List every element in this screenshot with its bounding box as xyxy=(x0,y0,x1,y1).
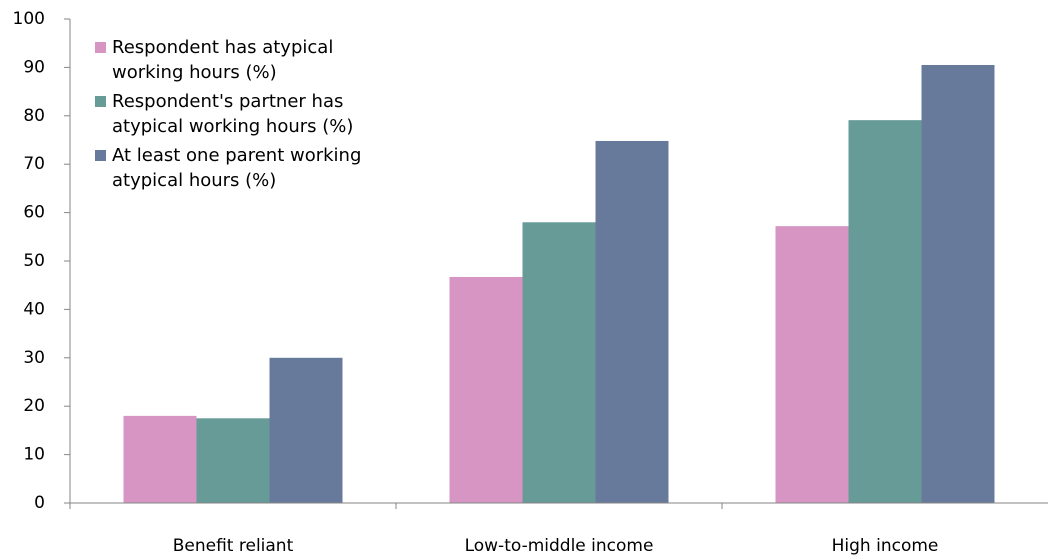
legend-label: Respondent has atypical working hours (%… xyxy=(112,37,334,83)
y-tick-label: 10 xyxy=(23,445,45,465)
y-tick-label: 90 xyxy=(23,57,45,77)
y-tick-label: 40 xyxy=(23,299,45,319)
y-tick-label: 50 xyxy=(23,251,45,271)
x-tick-label: High income xyxy=(832,536,939,556)
x-tick-label: Benefit reliant xyxy=(173,536,294,556)
legend-item: At least one parent working atypical hou… xyxy=(95,143,415,193)
y-tick-label: 0 xyxy=(34,493,45,513)
legend-item: Respondent has atypical working hours (%… xyxy=(95,35,415,85)
bar xyxy=(522,222,596,503)
x-tick-label: Low-to-middle income xyxy=(465,536,654,556)
bar xyxy=(196,418,270,503)
y-tick-label: 60 xyxy=(23,203,45,223)
y-tick-label: 30 xyxy=(23,348,45,368)
legend: Respondent has atypical working hours (%… xyxy=(95,35,415,197)
bar xyxy=(775,226,849,504)
bar xyxy=(848,120,922,503)
legend-swatch xyxy=(95,42,106,53)
y-tick-label: 80 xyxy=(23,106,45,126)
legend-label: At least one parent working atypical hou… xyxy=(112,145,362,191)
legend-item: Respondent's partner has atypical workin… xyxy=(95,89,415,139)
legend-swatch xyxy=(95,150,106,161)
bar xyxy=(269,357,343,503)
bar xyxy=(449,276,523,503)
legend-swatch xyxy=(95,96,106,107)
bar xyxy=(921,64,995,503)
y-tick-label: 70 xyxy=(23,154,45,174)
legend-label: Respondent's partner has atypical workin… xyxy=(112,91,354,137)
bar xyxy=(595,140,669,503)
y-tick-label: 100 xyxy=(13,9,45,29)
y-tick-label: 20 xyxy=(23,396,45,416)
bar xyxy=(123,415,197,503)
